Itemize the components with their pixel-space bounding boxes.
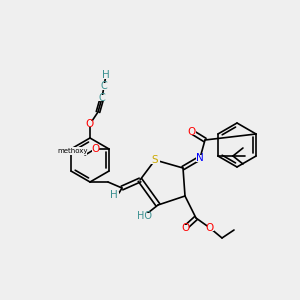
FancyBboxPatch shape — [151, 157, 160, 164]
Text: O: O — [188, 127, 196, 137]
FancyBboxPatch shape — [137, 212, 151, 220]
Text: methoxy: methoxy — [58, 148, 88, 154]
Text: O: O — [181, 223, 189, 233]
FancyBboxPatch shape — [206, 225, 214, 231]
Text: S: S — [152, 155, 158, 165]
Text: H: H — [102, 70, 110, 80]
Text: H: H — [110, 190, 118, 200]
FancyBboxPatch shape — [110, 191, 118, 199]
Text: O: O — [206, 223, 214, 233]
FancyBboxPatch shape — [196, 154, 205, 161]
FancyBboxPatch shape — [92, 146, 99, 152]
Text: O: O — [86, 119, 94, 129]
FancyBboxPatch shape — [182, 225, 188, 231]
Text: HO: HO — [136, 211, 152, 221]
FancyBboxPatch shape — [188, 129, 196, 135]
FancyBboxPatch shape — [59, 147, 87, 155]
Text: N: N — [196, 153, 204, 163]
Text: O: O — [91, 144, 99, 154]
Text: C: C — [100, 81, 107, 91]
FancyBboxPatch shape — [100, 82, 108, 89]
Text: C: C — [99, 93, 105, 103]
FancyBboxPatch shape — [101, 71, 110, 79]
FancyBboxPatch shape — [98, 95, 106, 101]
FancyBboxPatch shape — [86, 121, 94, 127]
